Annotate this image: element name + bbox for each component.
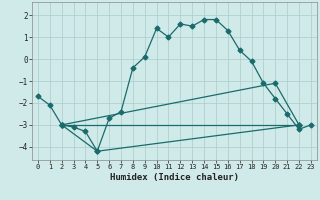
X-axis label: Humidex (Indice chaleur): Humidex (Indice chaleur) [110, 173, 239, 182]
